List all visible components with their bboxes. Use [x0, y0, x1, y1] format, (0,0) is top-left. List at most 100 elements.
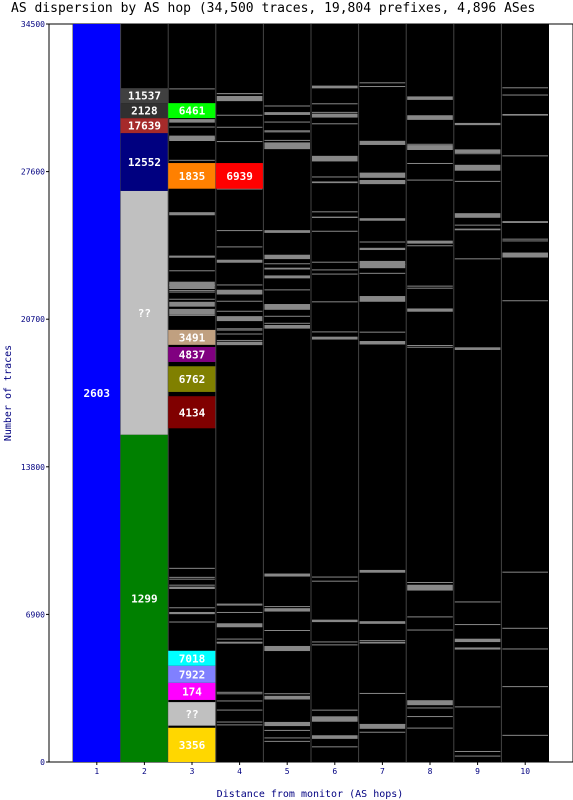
minor-as-line — [454, 228, 501, 231]
minor-as-line — [359, 569, 406, 573]
minor-as-line — [216, 333, 263, 335]
as-segment-label: 174 — [182, 685, 202, 698]
as-segment-label: 17639 — [128, 120, 161, 133]
minor-as-line — [502, 734, 548, 736]
as-segment-label: 7922 — [179, 668, 206, 681]
minor-as-line — [454, 258, 501, 260]
minor-as-line — [312, 211, 358, 213]
minor-as-line — [169, 212, 215, 216]
minor-as-line — [407, 700, 453, 706]
minor-as-line — [169, 285, 215, 290]
minor-as-line — [216, 95, 263, 102]
minor-as-line — [264, 304, 310, 310]
minor-as-line — [454, 213, 501, 218]
minor-as-line — [216, 284, 263, 286]
minor-as-line — [359, 140, 406, 145]
as-segment-label: 11537 — [128, 90, 161, 103]
minor-as-line — [216, 339, 263, 341]
minor-as-line — [264, 610, 310, 612]
as-segment-label: 2128 — [131, 105, 158, 118]
minor-as-line — [169, 88, 215, 90]
minor-as-line — [502, 627, 548, 629]
minor-as-line — [169, 576, 215, 578]
x-tick-label: 5 — [285, 767, 290, 776]
as-segment — [168, 682, 216, 700]
minor-as-line — [359, 263, 406, 269]
minor-as-line — [264, 645, 310, 651]
minor-as-line — [502, 87, 548, 89]
minor-as-line — [359, 641, 406, 644]
minor-as-line — [169, 567, 215, 569]
minor-as-line — [264, 105, 310, 107]
minor-as-line — [454, 638, 501, 643]
x-axis: 1 2 3 4 5 6 7 8 9 10 — [94, 762, 530, 776]
minor-as-line — [169, 301, 215, 307]
as-segment — [168, 366, 216, 392]
minor-as-line — [359, 241, 406, 243]
x-axis-label: Distance from monitor (AS hops) — [217, 789, 404, 800]
minor-as-line — [359, 640, 406, 642]
minor-as-line — [264, 695, 310, 700]
as-segment — [168, 665, 216, 683]
as-segment — [168, 163, 216, 189]
minor-as-line — [502, 648, 548, 650]
x-tick-label: 9 — [475, 767, 480, 776]
minor-as-line — [407, 285, 453, 287]
minor-as-line — [264, 263, 310, 265]
minor-as-line — [407, 143, 453, 145]
x-tick-label: 2 — [142, 767, 147, 776]
y-tick-label: 27600 — [21, 168, 45, 177]
minor-as-line — [264, 315, 310, 317]
minor-as-line — [264, 139, 310, 141]
minor-as-line — [312, 261, 358, 263]
minor-as-line — [407, 145, 453, 150]
minor-as-line — [216, 188, 263, 190]
minor-as-line — [264, 721, 310, 727]
minor-as-line — [264, 729, 310, 731]
minor-as-line — [264, 693, 310, 695]
minor-as-line — [407, 629, 453, 631]
minor-as-line — [407, 616, 453, 618]
minor-as-line — [454, 347, 501, 349]
minor-as-line — [169, 621, 215, 623]
minor-as-line — [264, 324, 310, 329]
minor-as-line — [264, 289, 310, 291]
minor-as-line — [407, 115, 453, 120]
minor-as-line — [264, 142, 310, 149]
minor-as-line — [407, 287, 453, 289]
minor-as-line — [454, 122, 501, 126]
minor-as-line — [407, 584, 453, 591]
as-segment — [168, 347, 216, 362]
as-segment — [120, 190, 169, 435]
minor-as-line — [169, 586, 215, 589]
as-segment-label: 7018 — [179, 652, 206, 665]
minor-as-line — [216, 316, 263, 322]
as-segment-label: ?? — [138, 307, 151, 320]
minor-as-line — [312, 230, 358, 232]
minor-as-line — [312, 576, 358, 578]
minor-as-line — [312, 176, 358, 178]
minor-as-line — [216, 114, 263, 116]
minor-as-line — [264, 573, 310, 577]
as-segment-label: 12552 — [128, 156, 161, 169]
minor-as-line — [312, 735, 358, 739]
minor-as-line — [264, 606, 310, 608]
minor-as-line — [264, 130, 310, 132]
minor-as-line — [216, 93, 263, 95]
minor-as-line — [169, 284, 215, 286]
as-segment — [168, 702, 216, 726]
minor-as-line — [216, 693, 263, 695]
minor-as-line — [359, 296, 406, 302]
as-segment — [168, 329, 216, 345]
as-segment-label: 4134 — [179, 406, 206, 419]
minor-as-line — [264, 267, 310, 270]
minor-as-line — [216, 604, 263, 606]
minor-as-line — [312, 709, 358, 711]
minor-as-line — [312, 269, 358, 271]
as-segment-label: 1835 — [179, 170, 206, 183]
minor-as-line — [502, 238, 548, 240]
minor-as-line — [312, 641, 358, 643]
as-segment — [73, 24, 121, 762]
minor-as-line — [216, 724, 263, 726]
minor-as-line — [312, 331, 358, 333]
